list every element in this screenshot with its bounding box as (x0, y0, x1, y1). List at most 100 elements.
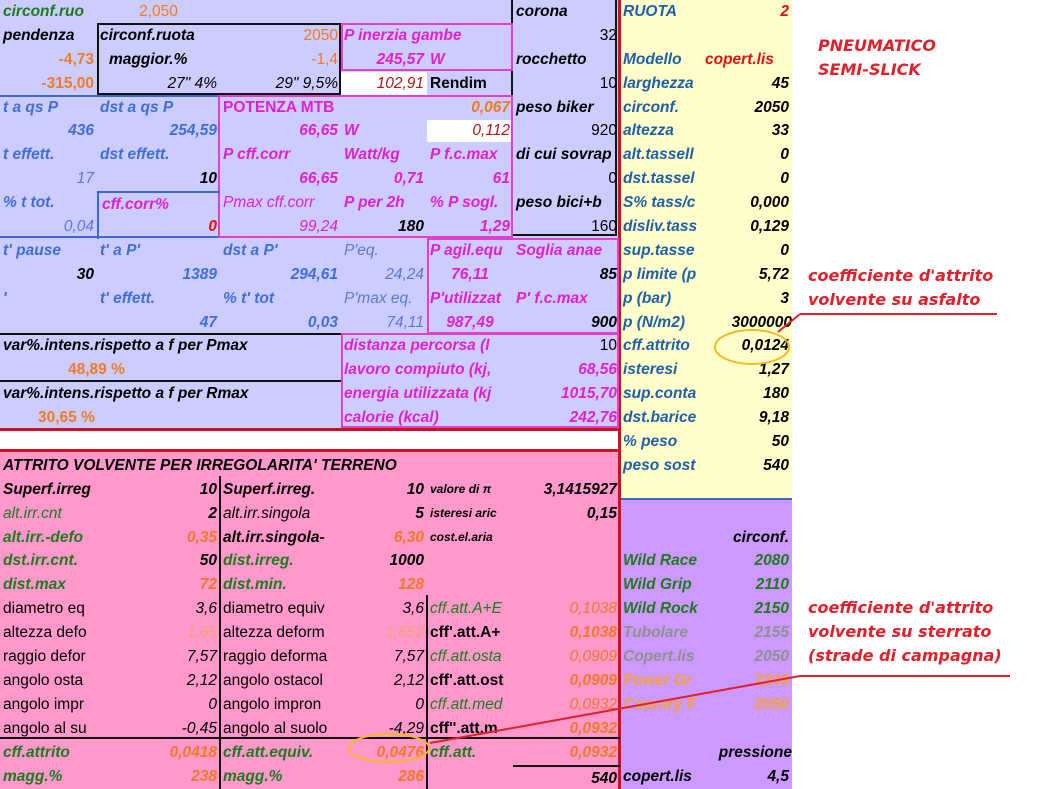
cell[interactable]: 0,15 (586, 504, 617, 522)
cell[interactable]: 254,59 (169, 122, 217, 140)
cell[interactable]: 0,0476 (376, 743, 424, 761)
cell[interactable]: t effett. (3, 146, 55, 164)
cell[interactable]: 294,61 (290, 265, 338, 283)
cell[interactable]: distanza percorsa (l (344, 337, 490, 355)
cell[interactable]: 3000000 (731, 313, 792, 331)
cell[interactable]: 436 (68, 122, 94, 140)
cell[interactable]: 99,24 (299, 218, 338, 236)
cell[interactable]: % P sogl. (430, 194, 499, 212)
cell[interactable]: P cff.corr (223, 146, 291, 164)
cell[interactable]: Rendim (430, 74, 487, 92)
cell[interactable]: t' pause (3, 241, 61, 259)
cell[interactable]: cff.att.equiv. (223, 743, 314, 761)
cell[interactable]: diametro eq (3, 600, 85, 618)
cell[interactable]: Watt/kg (344, 146, 400, 164)
cell[interactable]: 1,65 (186, 624, 217, 642)
cell[interactable]: 3,1415927 (543, 480, 617, 498)
cell[interactable]: 85 (599, 265, 617, 283)
cell[interactable]: 0,112 (472, 122, 510, 140)
cell[interactable]: 540 (763, 456, 789, 474)
cell[interactable]: P agil.equ (430, 241, 503, 259)
cell[interactable]: cost.el.aria (430, 529, 493, 544)
cell[interactable]: var%.intens.rispetto a f per Rmax (3, 385, 249, 403)
cell[interactable]: altezza deform (223, 624, 325, 642)
cell[interactable]: dist.max (3, 576, 66, 594)
cell[interactable]: 6,30 (393, 528, 424, 546)
cell[interactable]: -1,4 (311, 50, 338, 68)
cell[interactable]: angolo impr (3, 695, 84, 713)
cell[interactable]: 2155 (754, 624, 789, 642)
cell[interactable]: 2 (208, 504, 217, 522)
cell[interactable]: peso biker (516, 98, 594, 116)
cell[interactable]: -0,45 (181, 719, 217, 737)
cell[interactable]: cff.attrito (3, 743, 70, 761)
cell[interactable]: Tubolare (623, 624, 689, 642)
cell[interactable]: 0,0932 (569, 695, 617, 713)
cell[interactable]: 0,000 (750, 194, 789, 212)
cell[interactable]: 76,11 (451, 265, 489, 283)
cell[interactable]: Pmax cff.corr (223, 194, 315, 212)
cell[interactable]: cff.attrito (623, 337, 690, 355)
cell[interactable]: energia utilizzata (kj (344, 385, 492, 403)
cell[interactable]: 10 (406, 480, 424, 498)
cell[interactable]: 2,12 (393, 671, 424, 689)
cell[interactable]: P'utilizzat (430, 289, 501, 307)
cell[interactable]: 33 (771, 122, 789, 140)
cell[interactable]: Superf.irreg. (223, 480, 316, 498)
cell[interactable]: 9,18 (758, 409, 789, 427)
cell[interactable]: 27" 4% (167, 74, 217, 92)
cell[interactable]: 61 (492, 170, 510, 188)
cell[interactable]: Superf.irreg (3, 480, 91, 498)
cell[interactable]: 1015,70 (560, 385, 617, 403)
cell[interactable]: Wild Grip (623, 576, 692, 594)
cell[interactable]: larghezza (623, 74, 694, 92)
cell[interactable]: di cui sovrap (516, 146, 612, 164)
cell[interactable]: 68,56 (578, 361, 617, 379)
cell[interactable]: 1,29 (479, 218, 510, 236)
cell[interactable]: P f.c.max (430, 146, 498, 164)
cell[interactable]: dist.min. (223, 576, 287, 594)
cell[interactable]: 7,57 (186, 648, 217, 666)
cell[interactable]: 128 (398, 576, 424, 594)
cell[interactable]: 66,65 (299, 122, 338, 140)
cell[interactable]: 0,0909 (569, 671, 617, 689)
cell[interactable]: altezza defo (3, 624, 87, 642)
cell[interactable]: 29" 9,5% (275, 74, 338, 92)
cell[interactable]: 540 (513, 764, 620, 789)
cell[interactable]: isteresi (623, 361, 678, 379)
cell[interactable]: cff.att. (430, 743, 477, 761)
cell[interactable]: Power Gr (623, 671, 692, 689)
cell[interactable]: % t tot. (3, 194, 55, 212)
cell[interactable]: dst.barice (623, 409, 697, 427)
cell[interactable]: 3,6 (195, 600, 217, 618)
cell[interactable]: 0,03 (307, 313, 338, 331)
cell[interactable]: cff''.att.m (430, 719, 498, 737)
cell[interactable]: 45 (771, 74, 789, 92)
cell[interactable]: 2,12 (186, 671, 217, 689)
cell[interactable]: circonf.ruota (100, 26, 195, 44)
cell[interactable]: cff.corr% (97, 191, 220, 216)
cell[interactable]: 0,129 (750, 218, 789, 236)
cell[interactable]: 2 (780, 3, 789, 20)
cell[interactable]: dst effett. (100, 146, 170, 164)
cell[interactable]: % t' tot (223, 289, 275, 307)
cell[interactable]: -4,73 (58, 50, 94, 68)
cell[interactable]: magg.% (3, 767, 63, 785)
cell[interactable]: dst.tassel (623, 170, 695, 188)
cell[interactable]: 0,71 (393, 170, 424, 188)
cell[interactable]: 0,04 (63, 218, 94, 236)
cell[interactable]: Copert.lis (623, 648, 695, 666)
cell[interactable]: peso sost (623, 456, 696, 474)
cell[interactable]: angolo ostacol (223, 671, 323, 689)
cell[interactable]: 0,1038 (569, 600, 617, 618)
cell[interactable]: 0 (780, 241, 789, 259)
cell[interactable]: 10 (199, 480, 217, 498)
cell[interactable]: t' a P' (100, 241, 141, 259)
cell[interactable]: 2050 (754, 648, 789, 666)
cell[interactable]: lavoro compiuto (kj, (344, 361, 492, 379)
cell[interactable]: copert.lis (705, 50, 774, 68)
cell[interactable]: alt.irr.singola- (223, 528, 325, 546)
cell[interactable]: dist.irreg. (223, 552, 294, 570)
cell[interactable]: 2050 (754, 98, 789, 116)
cell[interactable]: RUOTA (623, 3, 677, 20)
